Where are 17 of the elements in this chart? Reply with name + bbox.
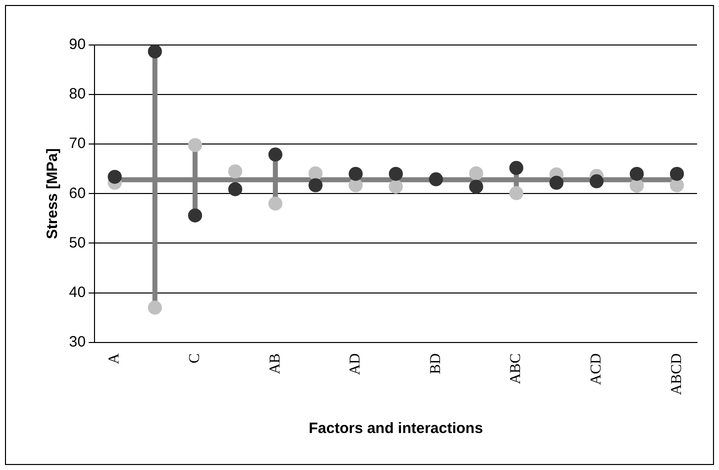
x-axis-title: Factors and interactions xyxy=(308,420,483,438)
y-tick-label: 50 xyxy=(68,234,86,252)
x-tick-label: ABCD xyxy=(668,353,685,396)
y-tick-label: 60 xyxy=(68,184,86,202)
x-tick-label: BD xyxy=(428,353,444,374)
x-tick-label: AD xyxy=(348,353,364,375)
y-tick-label: 80 xyxy=(68,86,86,103)
x-tick-label: ACD xyxy=(588,353,605,385)
y-tick-label: 40 xyxy=(68,284,86,301)
y-tick-label: 70 xyxy=(68,135,86,152)
x-tick-label: ABC xyxy=(508,353,524,384)
y-tick-label: 90 xyxy=(68,36,86,54)
x-tick-label: AB xyxy=(267,353,284,374)
x-tick-label: C xyxy=(187,353,204,364)
y-tick-label: 30 xyxy=(68,333,86,350)
y-axis-title: Stress [MPa] xyxy=(44,148,62,240)
x-tick-label: A xyxy=(106,353,123,364)
